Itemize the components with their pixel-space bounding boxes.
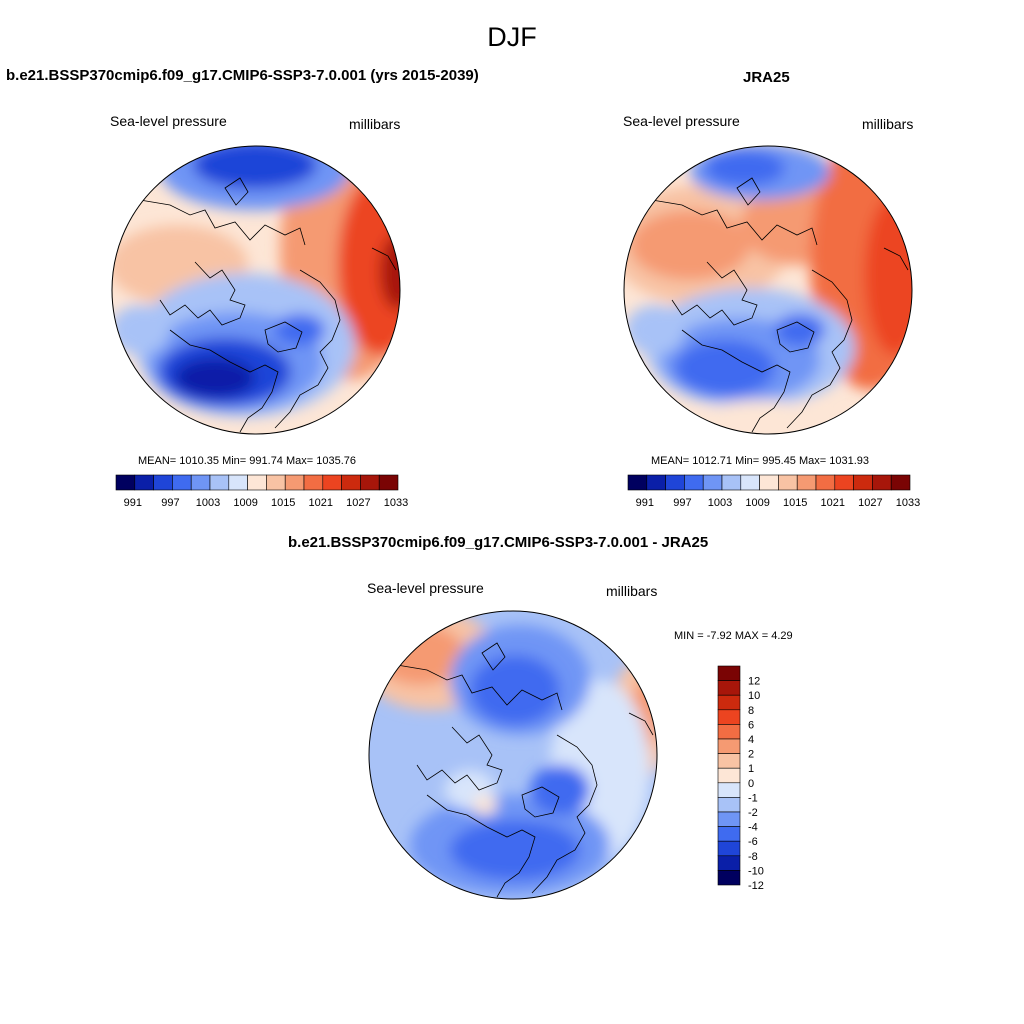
panel3-colorbar-swatch xyxy=(717,826,741,842)
panel3-colorbar-swatch xyxy=(717,870,741,886)
panel3-colorbar-tick-label: 2 xyxy=(748,749,754,761)
panel3-colorbar-swatch xyxy=(717,694,741,711)
panel2-units-label: millibars xyxy=(862,116,914,132)
panel3-stats: MIN = -7.92 MAX = 4.29 xyxy=(674,630,793,642)
panel3-map-border xyxy=(368,610,658,900)
panel3-difference-map xyxy=(369,611,657,899)
panel3-colorbar-tick-label: -8 xyxy=(748,851,758,863)
panel3-colorbar-tick-label: 6 xyxy=(748,719,754,731)
panel3-colorbar-swatch xyxy=(717,797,741,813)
panel3-colorbar-swatch xyxy=(717,709,741,725)
panel1-colorbar-tick-label: 1015 xyxy=(271,497,295,509)
panel3-colorbar-swatch xyxy=(717,840,741,857)
panel1-units-label: millibars xyxy=(349,116,401,132)
panel1-colorbar-tick-label: 1033 xyxy=(384,497,408,509)
panel2-colorbar-swatch xyxy=(646,474,666,491)
panel1-colorbar-swatch xyxy=(115,474,136,491)
panel3-colorbar-tick-label: 8 xyxy=(748,705,754,717)
panel3-colorbar-tick-label: 4 xyxy=(748,734,754,746)
panel3-colorbar-tick-label: 1 xyxy=(748,763,754,775)
panel2-stats: MEAN= 1012.71 Min= 995.45 Max= 1031.93 xyxy=(651,455,870,467)
panel2-variable-label: Sea-level pressure xyxy=(623,113,740,129)
panel3-colorbar-tick-label: -10 xyxy=(748,865,764,877)
panel3-colorbar-tick-label: -4 xyxy=(748,822,758,834)
panel2-colorbar-tick-label: 1033 xyxy=(896,497,920,509)
panel1-colorbar-tick-label: 991 xyxy=(124,497,142,509)
panel1-colorbar-tick-label: 1021 xyxy=(309,497,333,509)
panel2-colorbar-swatch xyxy=(890,474,911,491)
panel1-map-border xyxy=(111,145,401,435)
panel1-heading: b.e21.BSSP370cmip6.f09_g17.CMIP6-SSP3-7.… xyxy=(6,67,479,84)
panel1-colorbar: 991 997 1003 1009 1015 1021 1027 1033 xyxy=(115,474,408,509)
panel2-colorbar-swatch xyxy=(796,474,817,491)
panel1-colorbar-swatch xyxy=(172,474,192,491)
panel3-colorbar-tick-label: -1 xyxy=(748,792,758,804)
panel2-colorbar-swatch xyxy=(740,474,760,491)
panel2-colorbar-swatch xyxy=(872,474,892,491)
panel2-colorbar: 991 997 1003 1009 1015 1021 1027 1033 xyxy=(627,474,920,509)
panel2-colorbar-swatch xyxy=(853,474,873,491)
panel3-variable-label: Sea-level pressure xyxy=(367,580,484,596)
panel2-polar-map xyxy=(624,146,912,434)
panel1-colorbar-swatch xyxy=(247,474,267,491)
panel1-colorbar-swatch xyxy=(134,474,154,491)
panel1-colorbar-swatch xyxy=(284,474,305,491)
figure-title: DJF xyxy=(487,22,537,52)
panel1-stats: MEAN= 1010.35 Min= 991.74 Max= 1035.76 xyxy=(138,455,357,467)
panel1-colorbar-swatch xyxy=(190,474,211,491)
panel2-colorbar-swatch xyxy=(815,474,836,491)
panel3-colorbar-swatch xyxy=(717,753,741,769)
panel3-colorbar-tick-label: 0 xyxy=(748,778,754,790)
panel3-colorbar-tick-label: 10 xyxy=(748,690,760,702)
panel2-colorbar-tick-label: 1003 xyxy=(708,497,732,509)
panel1-colorbar-swatch xyxy=(303,474,324,491)
panel1-variable-label: Sea-level pressure xyxy=(110,113,227,129)
panel2-colorbar-swatch xyxy=(665,474,685,491)
panel1-colorbar-swatch xyxy=(228,474,248,491)
panel2-colorbar-swatch xyxy=(702,474,723,491)
panel3-colorbar-swatch xyxy=(717,855,741,871)
panel2-colorbar-swatch xyxy=(759,474,779,491)
panel2-colorbar-swatch xyxy=(834,474,854,491)
panel2-colorbar-swatch xyxy=(627,474,648,491)
panel1-colorbar-swatch xyxy=(322,474,342,491)
panel3-colorbar-swatch xyxy=(717,680,741,696)
panel2-heading: JRA25 xyxy=(743,69,790,86)
panel3-colorbar-swatch xyxy=(717,811,741,827)
panel2-colorbar-tick-label: 1027 xyxy=(858,497,882,509)
panel1-colorbar-swatch xyxy=(266,474,286,491)
panel3-colorbar-tick-label: 12 xyxy=(748,676,760,688)
panel2-colorbar-tick-label: 991 xyxy=(636,497,654,509)
panel1-colorbar-swatch xyxy=(153,474,173,491)
panel1-colorbar-tick-label: 1009 xyxy=(233,497,257,509)
panel3-colorbar-swatch xyxy=(717,724,741,740)
panel2-colorbar-swatch xyxy=(778,474,798,491)
panel1-colorbar-tick-label: 997 xyxy=(161,497,179,509)
panel3-colorbar-swatch xyxy=(717,738,741,754)
panel2-colorbar-tick-label: 1021 xyxy=(821,497,845,509)
panel3-colorbar-swatch xyxy=(717,767,741,784)
panel3-colorbar-swatch xyxy=(717,665,741,681)
panel3-heading: b.e21.BSSP370cmip6.f09_g17.CMIP6-SSP3-7.… xyxy=(288,534,709,551)
panel2-colorbar-swatch xyxy=(684,474,704,491)
panel2-map-border xyxy=(623,145,913,435)
panel1-colorbar-tick-label: 1027 xyxy=(346,497,370,509)
panel2-colorbar-swatch xyxy=(721,474,742,491)
panel2-colorbar-tick-label: 1015 xyxy=(783,497,807,509)
panel1-colorbar-swatch xyxy=(360,474,380,491)
panel2-colorbar-tick-label: 1009 xyxy=(745,497,769,509)
panel3-colorbar-tick-label: -2 xyxy=(748,807,758,819)
panel1-polar-map xyxy=(112,146,400,434)
panel1-colorbar-swatch xyxy=(209,474,230,491)
panel1-colorbar-swatch xyxy=(378,474,399,491)
panel3-colorbar-swatch xyxy=(717,782,741,798)
panel3-colorbar-tick-label: -6 xyxy=(748,836,758,848)
panel3-units-label: millibars xyxy=(606,583,658,599)
panel3-colorbar-tick-label: -12 xyxy=(748,880,764,892)
panel2-colorbar-tick-label: 997 xyxy=(673,497,691,509)
panel1-colorbar-tick-label: 1003 xyxy=(196,497,220,509)
panel1-colorbar-swatch xyxy=(341,474,361,491)
